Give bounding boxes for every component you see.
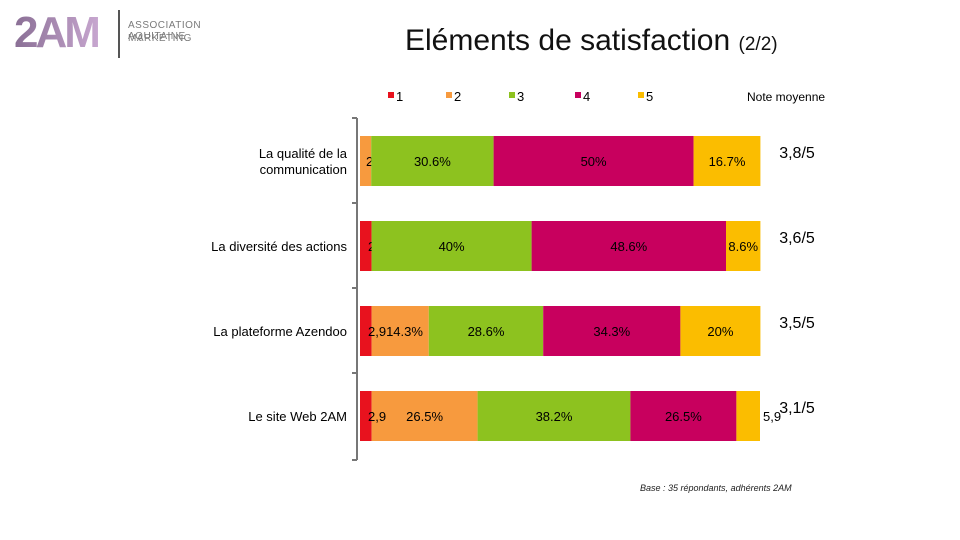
bar-segment-4 — [543, 306, 681, 356]
data-label: 40% — [439, 239, 465, 254]
footnote: Base : 35 répondants, adhérents 2AM — [640, 483, 792, 493]
legend-swatch-4 — [575, 92, 581, 98]
bar-segment-1 — [360, 306, 372, 356]
data-label: 20% — [707, 324, 733, 339]
bar-segment-2 — [360, 136, 372, 186]
data-label: 48.6% — [610, 239, 647, 254]
average-score: 3,5/5 — [779, 315, 815, 332]
data-label: 28.6% — [468, 324, 505, 339]
category-label: La qualité de la — [259, 146, 348, 161]
bar-segment-4 — [630, 391, 737, 441]
data-label: 30.6% — [414, 154, 451, 169]
bar-segment-5 — [736, 391, 760, 441]
legend-swatch-3 — [509, 92, 515, 98]
data-label: 38.2% — [536, 409, 573, 424]
bar-segment-5 — [726, 221, 761, 271]
bar-segment-3 — [371, 221, 532, 271]
average-score: 3,6/5 — [779, 230, 815, 247]
logo-divider — [118, 10, 120, 58]
data-label: 8.6% — [728, 239, 758, 254]
legend-swatch-1 — [388, 92, 394, 98]
bar-segment-1 — [360, 391, 372, 441]
logo-line-2: MARKETING — [128, 33, 192, 44]
title-main: Eléments de satisfaction — [405, 24, 731, 57]
bar-segment-5 — [680, 306, 761, 356]
data-label: 26.5% — [665, 409, 702, 424]
data-label: 34.3% — [593, 324, 630, 339]
data-label: 2,9 — [368, 409, 386, 424]
page-title: Eléments de satisfaction (2/2) — [405, 24, 778, 58]
bar-segment-4 — [493, 136, 694, 186]
bar-segment-3 — [477, 391, 631, 441]
bar-segment-3 — [428, 306, 544, 356]
logo-mark: 2AM — [14, 8, 101, 57]
bar-segment-5 — [693, 136, 761, 186]
logo: 2AM ASSOCIATION AQUITAINE MARKETING — [10, 8, 250, 64]
legend-label-1: 1 — [396, 89, 403, 104]
average-score: 3,1/5 — [779, 400, 815, 417]
data-label: 2,914.3% — [368, 324, 423, 339]
legend-label-4: 4 — [583, 89, 590, 104]
data-label: 16.7% — [709, 154, 746, 169]
title-sub: (2/2) — [738, 34, 778, 55]
category-label: La diversité des actions — [211, 239, 347, 254]
average-header: Note moyenne — [747, 90, 825, 104]
data-label: 5,9 — [763, 409, 781, 424]
category-label: Le site Web 2AM — [248, 409, 347, 424]
legend-swatch-5 — [638, 92, 644, 98]
data-label: 26.5% — [406, 409, 443, 424]
bar-segment-4 — [531, 221, 726, 271]
legend-label-5: 5 — [646, 89, 653, 104]
legend-label-3: 3 — [517, 89, 524, 104]
bar-segment-3 — [371, 136, 494, 186]
bar-segment-2 — [371, 391, 478, 441]
category-label: La plateforme Azendoo — [213, 324, 347, 339]
data-label: 50% — [581, 154, 607, 169]
bar-segment-2 — [371, 306, 429, 356]
legend-label-2: 2 — [454, 89, 461, 104]
legend-swatch-2 — [446, 92, 452, 98]
average-score: 3,8/5 — [779, 145, 815, 162]
category-label: communication — [260, 162, 347, 177]
bar-segment-1 — [360, 221, 372, 271]
logo-line-1: ASSOCIATION AQUITAINE — [128, 20, 202, 42]
